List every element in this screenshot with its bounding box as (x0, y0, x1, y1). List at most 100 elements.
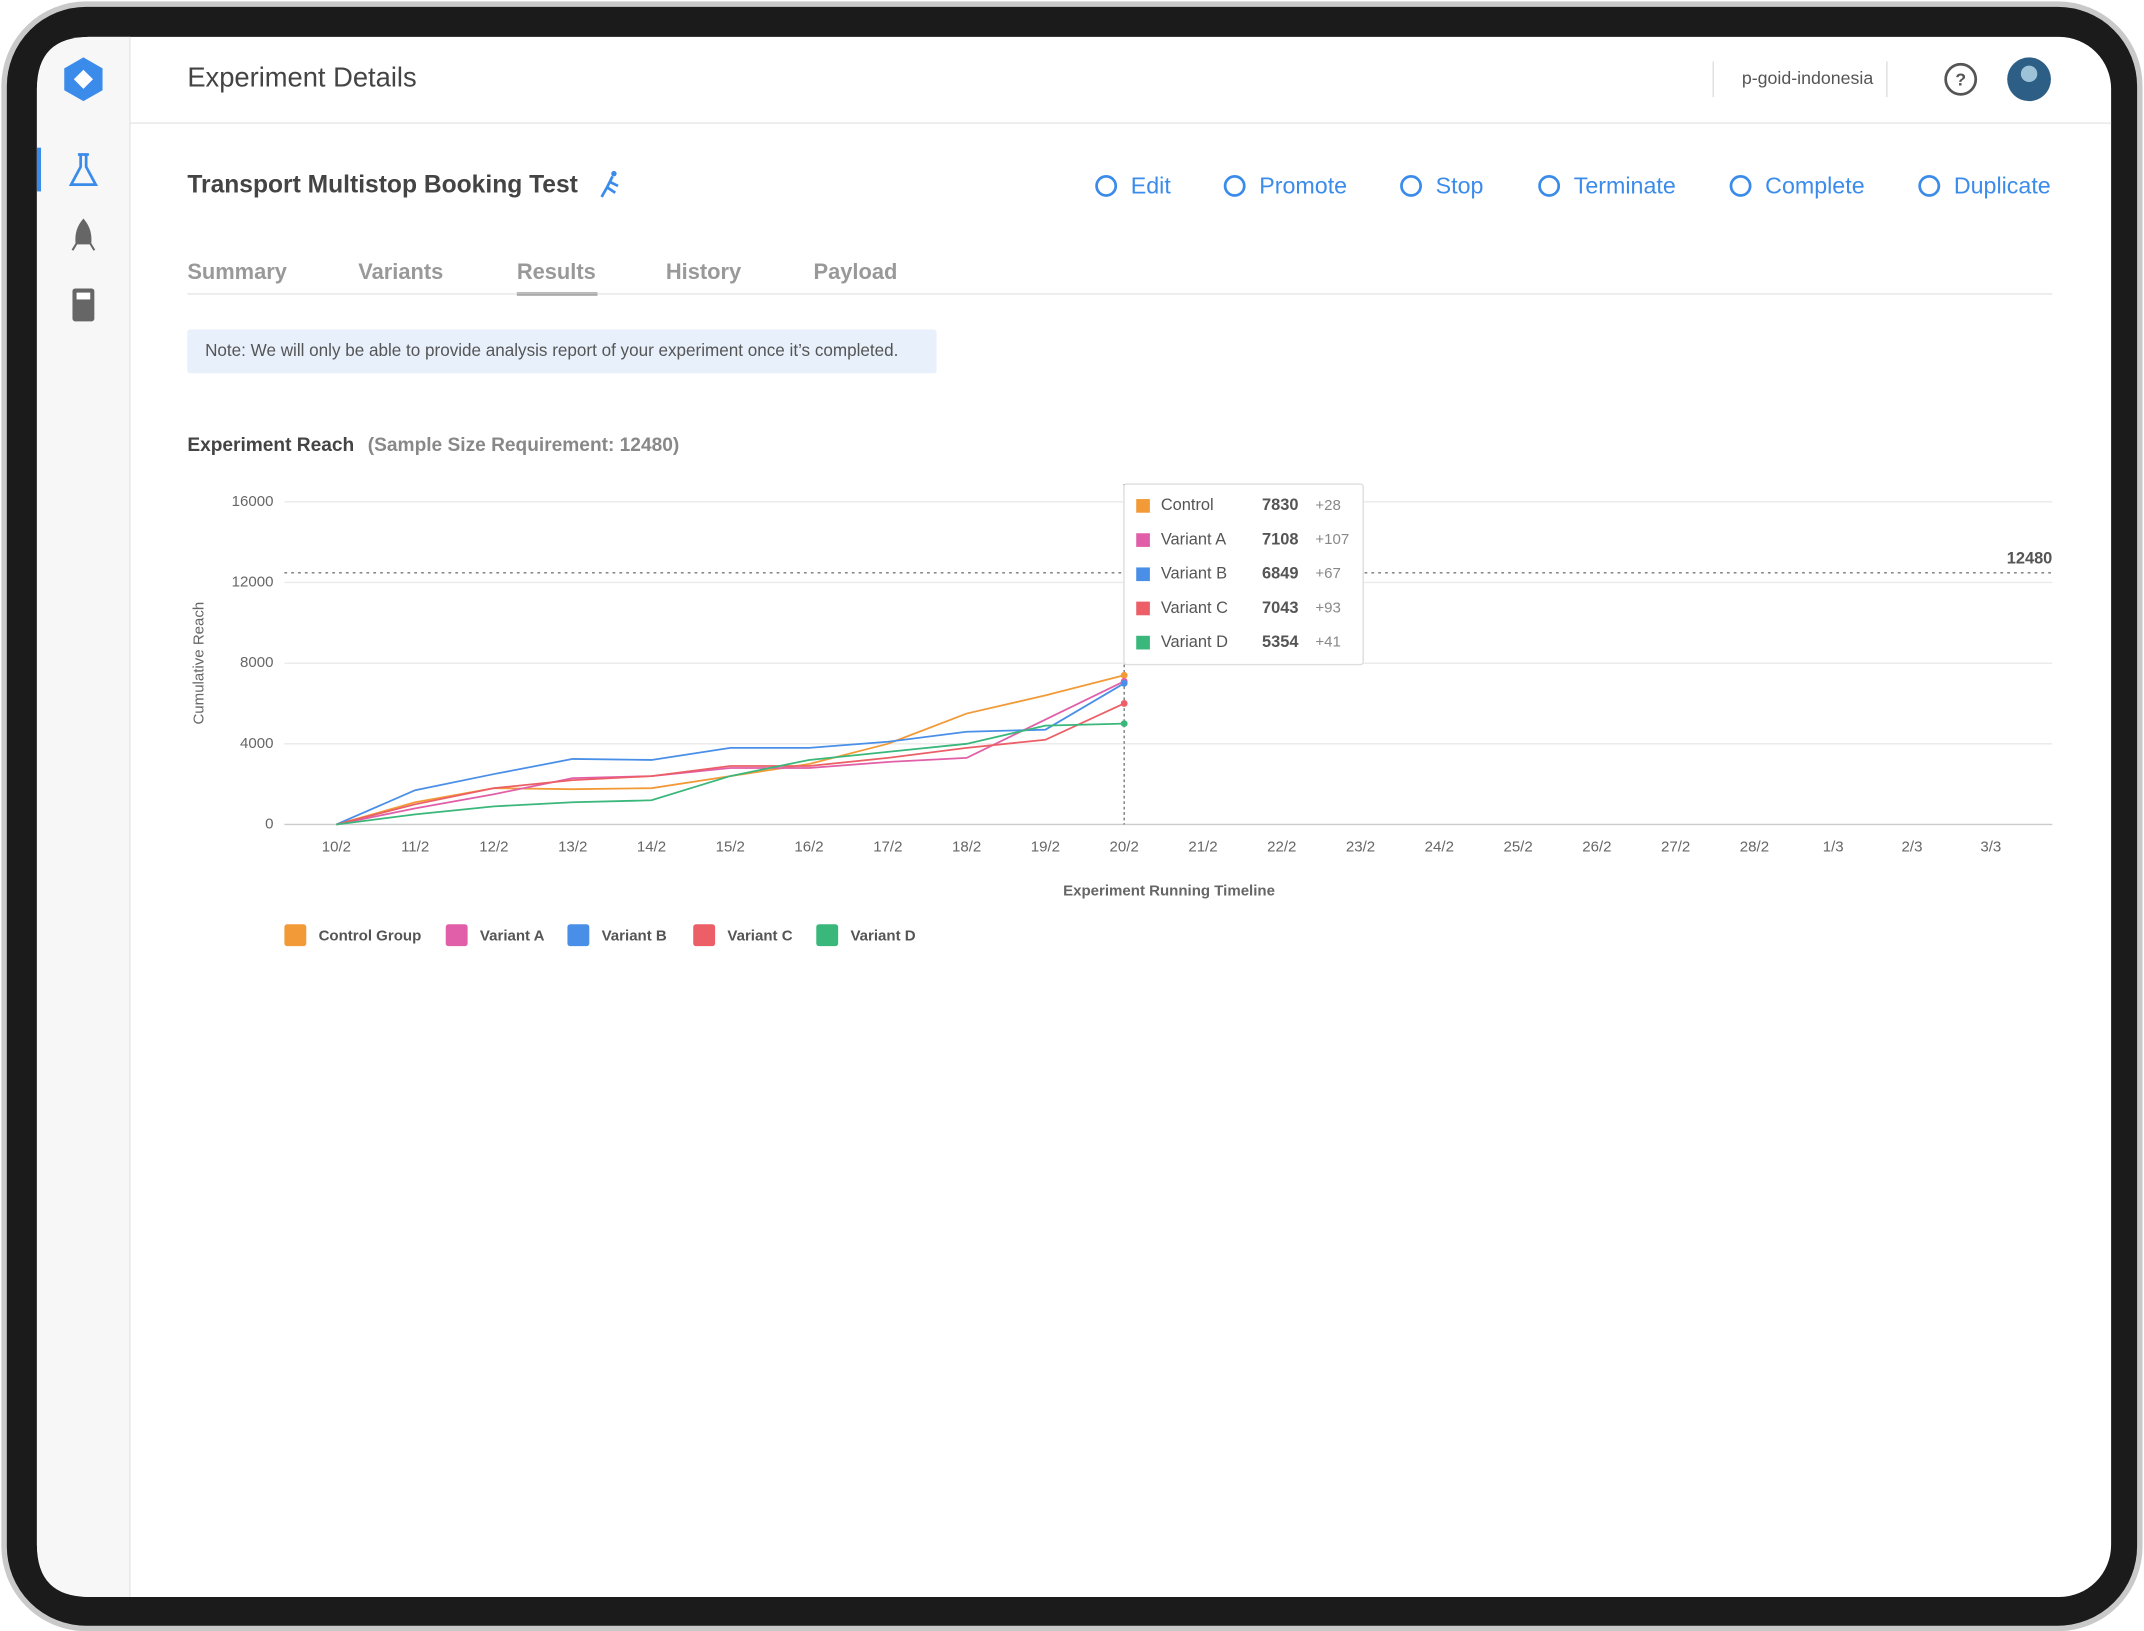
tooltip-name: Variant C (1161, 599, 1228, 617)
legend-swatch[interactable] (284, 924, 307, 947)
legend-swatch[interactable] (693, 924, 716, 947)
tooltip-swatch (1136, 533, 1150, 547)
x-axis-label: Experiment Running Timeline (1063, 882, 1275, 899)
y-tick-label: 0 (265, 815, 273, 832)
action-button[interactable]: Stop (1436, 172, 1484, 198)
x-tick-label: 24/2 (1425, 839, 1454, 856)
x-tick-label: 21/2 (1188, 839, 1217, 856)
action-button[interactable]: Edit (1131, 172, 1172, 198)
legend-swatch[interactable] (567, 924, 590, 947)
logo-mark (73, 69, 93, 89)
x-tick-label: 14/2 (637, 839, 666, 856)
x-tick-label: 25/2 (1503, 839, 1532, 856)
x-tick-label: 11/2 (401, 839, 429, 856)
action-icon (1729, 175, 1752, 197)
y-tick-label: 8000 (240, 654, 273, 671)
tab[interactable]: History (666, 259, 742, 284)
header-title: Experiment Details (187, 62, 416, 93)
x-tick-label: 3/3 (1980, 839, 2001, 856)
tooltip-name: Control (1161, 496, 1214, 514)
action-icon (1918, 175, 1941, 197)
hover-dot (1120, 720, 1128, 728)
rocket-icon[interactable] (71, 218, 96, 251)
tooltip-value: 6849 (1262, 565, 1298, 583)
series-line (336, 702, 1125, 826)
tooltip-name: Variant A (1161, 530, 1226, 548)
hover-dot (1120, 671, 1128, 679)
avatar-face (2020, 65, 2038, 83)
tooltip-value: 5354 (1262, 633, 1299, 651)
action-button[interactable]: Duplicate (1954, 172, 2051, 198)
hover-dot (1120, 679, 1128, 687)
action-icon (1223, 175, 1246, 197)
action-icon (1095, 175, 1118, 197)
sidebar (36, 36, 130, 1598)
tooltip-delta: +93 (1315, 599, 1341, 616)
legend-swatch[interactable] (816, 924, 839, 947)
action-button[interactable]: Promote (1259, 172, 1347, 198)
tooltip-value: 7108 (1262, 530, 1298, 548)
chart-subtitle: (Sample Size Requirement: 12480) (368, 435, 679, 456)
running-icon (600, 175, 619, 198)
legend-label[interactable]: Variant A (480, 928, 545, 945)
legend-label[interactable]: Variant D (850, 928, 915, 945)
x-tick-label: 12/2 (479, 839, 508, 856)
x-tick-label: 19/2 (1031, 839, 1060, 856)
tab[interactable]: Variants (358, 259, 443, 284)
x-tick-label: 13/2 (558, 839, 587, 856)
note-box (187, 329, 937, 374)
x-tick-label: 28/2 (1740, 839, 1769, 856)
y-tick-label: 16000 (232, 493, 274, 510)
tooltip-swatch (1136, 567, 1150, 582)
experiment-title: Transport Multistop Booking Test (187, 171, 578, 198)
y-axis-label: Cumulative Reach (191, 602, 208, 725)
tooltip-swatch (1136, 635, 1150, 650)
project-selector[interactable]: p-goid-indonesia (1742, 68, 1873, 88)
experiments-icon[interactable] (68, 153, 99, 186)
tab[interactable]: Summary (187, 259, 287, 284)
x-tick-label: 27/2 (1661, 839, 1690, 856)
tab[interactable]: Payload (814, 259, 898, 284)
tooltip-value: 7830 (1262, 496, 1298, 514)
tooltip-value: 7043 (1262, 599, 1298, 617)
x-tick-label: 22/2 (1267, 839, 1296, 856)
calculator-screen (76, 292, 91, 300)
action-icon (1400, 175, 1422, 197)
x-tick-label: 2/3 (1902, 839, 1923, 856)
tooltip-name: Variant D (1161, 633, 1228, 651)
tab[interactable]: Results (517, 259, 596, 284)
app-screen (36, 36, 2112, 1598)
y-tick-label: 12000 (232, 573, 274, 590)
x-tick-label: 15/2 (716, 839, 745, 856)
x-tick-label: 16/2 (794, 839, 823, 856)
help-icon[interactable] (1944, 62, 1978, 96)
tooltip-delta: +28 (1315, 497, 1341, 514)
x-tick-label: 17/2 (873, 839, 902, 856)
note-text: Note: We will only be able to provide an… (205, 341, 898, 360)
tooltip-delta: +41 (1315, 634, 1341, 651)
tooltip-name: Variant B (1161, 565, 1227, 583)
y-tick-label: 4000 (240, 735, 273, 752)
legend-label[interactable]: Control Group (319, 928, 422, 945)
x-tick-label: 18/2 (952, 839, 981, 856)
active-indicator (36, 147, 42, 192)
legend-label[interactable]: Variant B (602, 928, 667, 945)
x-tick-label: 1/3 (1823, 839, 1844, 856)
tooltip-swatch (1136, 601, 1150, 616)
reference-label: 12480 (2007, 549, 2053, 567)
help-glyph: ? (1955, 69, 1966, 89)
tooltip-delta: +67 (1315, 565, 1341, 582)
x-tick-label: 26/2 (1582, 839, 1611, 856)
action-button[interactable]: Complete (1765, 172, 1864, 198)
x-tick-label: 20/2 (1110, 839, 1139, 856)
tooltip-delta: +107 (1315, 531, 1349, 548)
legend-label[interactable]: Variant C (727, 928, 792, 945)
legend-swatch[interactable] (445, 924, 468, 947)
action-button[interactable]: Terminate (1574, 172, 1676, 198)
series-line (336, 722, 1125, 826)
running-icon-head (611, 170, 617, 177)
x-tick-label: 10/2 (322, 839, 351, 856)
tooltip (1123, 483, 1364, 666)
